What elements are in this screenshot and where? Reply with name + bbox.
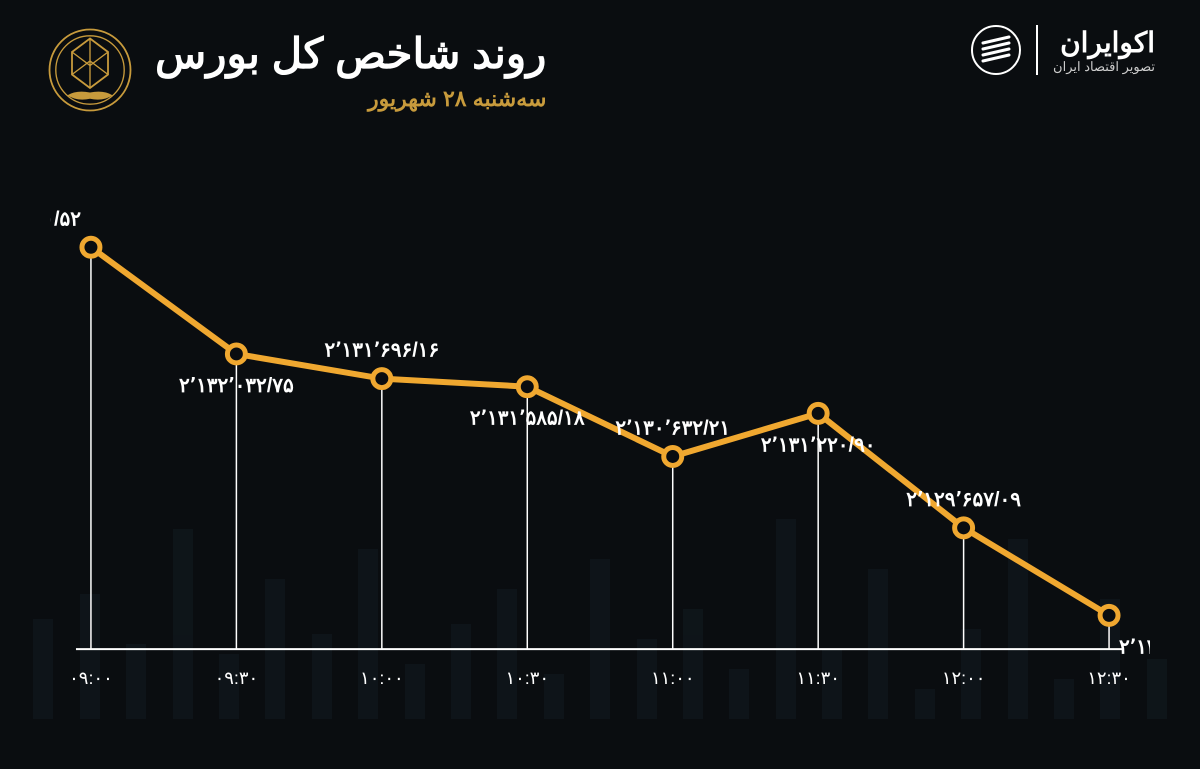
title-block: روند شاخص کل بورس سه‌شنبه ۲۸ شهریور xyxy=(45,25,546,115)
x-axis-label: ۱۱:۳۰ xyxy=(796,668,840,688)
data-point xyxy=(227,345,245,363)
point-value-label: ۲٬۱۳۳٬۴۹۰/۵۲ xyxy=(50,208,81,230)
logo-sub: تصویر اقتصاد ایران xyxy=(1053,59,1155,75)
x-axis-label: ۱۱:۰۰ xyxy=(651,668,695,688)
x-axis-label: ۱۰:۳۰ xyxy=(505,668,549,688)
x-axis-label: ۱۲:۰۰ xyxy=(942,668,986,688)
point-value-label: ۲٬۱۲۹٬۶۵۷/۰۹ xyxy=(906,489,1021,511)
point-value-label: ۲٬۱۳۰٬۶۳۲/۲۱ xyxy=(615,417,730,439)
point-value-label: ۲٬۱۳۱٬۶۹۶/۱۶ xyxy=(324,340,439,362)
ecoiran-logo-icon xyxy=(971,25,1021,75)
data-point xyxy=(518,378,536,396)
logo-block: اکوایران تصویر اقتصاد ایران xyxy=(971,25,1155,75)
x-axis-label: ۰۹:۰۰ xyxy=(69,668,113,688)
logo-divider xyxy=(1036,25,1038,75)
data-point xyxy=(955,519,973,537)
page-title: روند شاخص کل بورس xyxy=(155,29,546,78)
x-axis-label: ۱۰:۰۰ xyxy=(360,668,404,688)
chart-area: ۰۹:۰۰ ۰۹:۳۰ ۱۰:۰۰ ۱۰:۳۰ ۱۱:۰۰ ۱۱:۳۰ ۱۲:۰۰ ۱۲:۳۰… xyxy=(50,180,1150,719)
point-value-label: ۲٬۱۲۸٬۴۶۱/۲۴ xyxy=(1119,636,1150,658)
data-point xyxy=(1100,606,1118,624)
header: اکوایران تصویر اقتصاد ایران روند شاخص کل… xyxy=(0,25,1200,115)
data-point xyxy=(82,238,100,256)
data-point xyxy=(664,447,682,465)
x-axis-label: ۰۹:۳۰ xyxy=(215,668,259,688)
logo-main: اکوایران xyxy=(1053,26,1155,59)
line-chart: ۰۹:۰۰ ۰۹:۳۰ ۱۰:۰۰ ۱۰:۳۰ ۱۱:۰۰ ۱۱:۳۰ ۱۲:۰۰ ۱۲:۳۰… xyxy=(50,180,1150,719)
data-point xyxy=(809,404,827,422)
point-value-label: ۲٬۱۳۱٬۵۸۵/۱۸ xyxy=(470,408,585,430)
x-axis-label: ۱۲:۳۰ xyxy=(1087,668,1131,688)
seal-icon xyxy=(45,25,135,115)
page-subtitle: سه‌شنبه ۲۸ شهریور xyxy=(155,86,546,112)
point-value-label: ۲٬۱۳۲٬۰۳۲/۷۵ xyxy=(179,375,294,397)
data-point xyxy=(373,370,391,388)
point-value-label: ۲٬۱۳۱٬۲۲۰/۹۰ xyxy=(761,434,876,456)
trend-line xyxy=(91,247,1109,615)
